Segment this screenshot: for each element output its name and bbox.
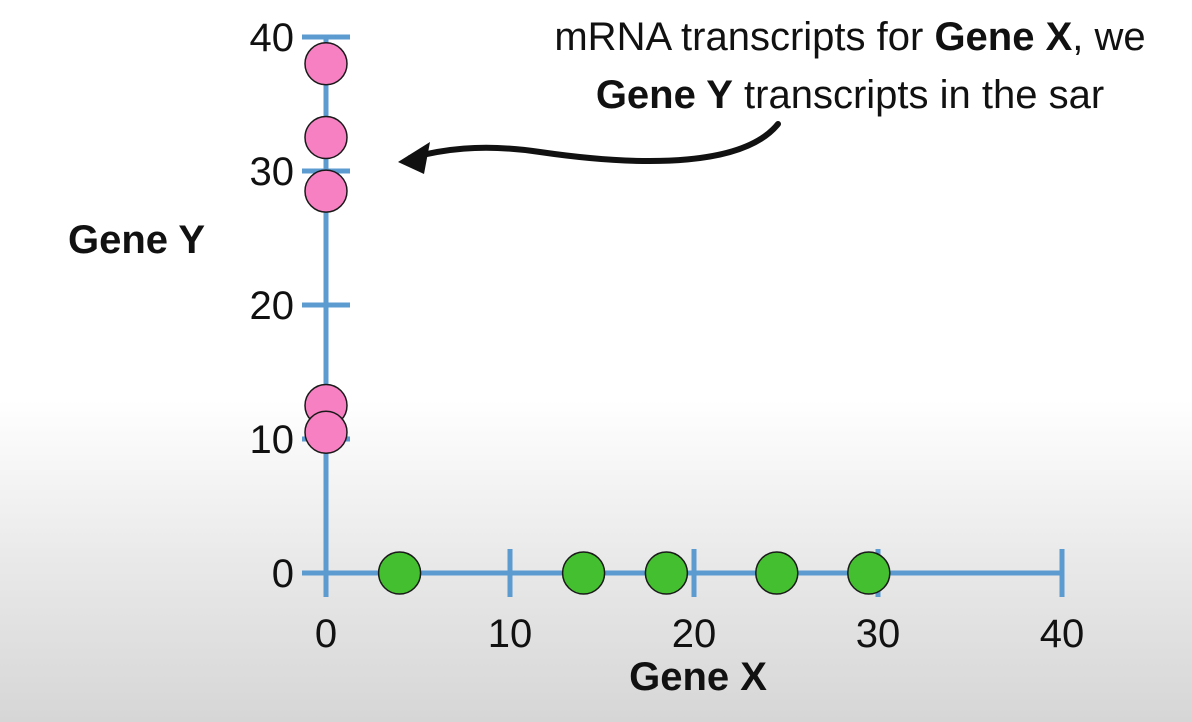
annotation-bold-gene-y: Gene Y (595, 73, 733, 117)
annotation-arrow (398, 121, 781, 174)
annotation-text-segment: , we (1072, 15, 1146, 59)
green-data-point (561, 551, 606, 595)
pink-data-point (304, 169, 348, 213)
annotation-line-1: mRNA transcripts for Gene X, we (380, 8, 1192, 66)
green-data-point (847, 551, 891, 595)
annotation-text-segment: transcripts in the sar (732, 73, 1105, 117)
y-tick-label: 0 (272, 552, 294, 596)
pink-data-point (304, 115, 348, 160)
y-tick-label: 30 (250, 150, 295, 194)
arrow-line (407, 121, 781, 165)
pink-data-point (304, 42, 348, 86)
green-data-point (755, 551, 799, 595)
y-tick-label: 10 (250, 418, 295, 462)
x-tick-label: 30 (856, 612, 901, 656)
annotation-text-segment: mRNA transcripts for (554, 15, 935, 59)
y-axis-title: Gene Y (68, 218, 205, 262)
annotation-bold-gene-x: Gene X (934, 15, 1073, 59)
x-tick-label: 40 (1040, 612, 1085, 656)
x-tick-label: 20 (672, 612, 717, 656)
arrow-head (398, 142, 430, 174)
x-axis-title: Gene X (629, 655, 767, 699)
axes: 0 10 20 30 40 0 10 20 30 40 (250, 16, 1085, 656)
green-data-point (644, 551, 689, 595)
green-data-point (377, 551, 422, 595)
x-tick-label: 0 (315, 612, 337, 656)
y-tick-label: 40 (250, 16, 295, 60)
annotation-line-2: Gene Y transcripts in the sar (380, 66, 1192, 124)
pink-data-point (304, 410, 348, 455)
data-points (304, 42, 891, 595)
x-tick-label: 10 (488, 612, 533, 656)
y-tick-label: 20 (250, 284, 295, 328)
annotation-text: mRNA transcripts for Gene X, we Gene Y t… (380, 8, 1192, 124)
